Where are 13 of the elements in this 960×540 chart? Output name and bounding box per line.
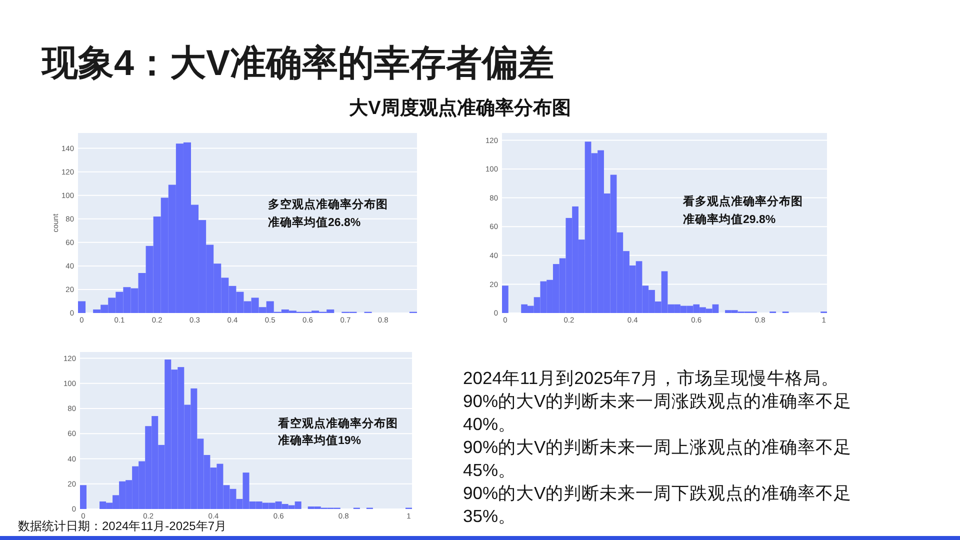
annotation: 准确率均值19% [278, 435, 362, 447]
annotation: 准确率均值26.8% [268, 217, 361, 229]
text: 90%的大V的判断未来一周下跌观点的准确率不足35%。 [463, 482, 853, 528]
text: 2024年11月到2025年7月，市场呈现慢牛格局。 [463, 367, 840, 390]
text: 90%的大V的判断未来一周上涨观点的准确率不足45%。 [463, 436, 853, 482]
text: 90%的大V的判断未来一周涨跌观点的准确率不足40%。 [463, 390, 853, 436]
title: 现象4：大V准确率的幸存者偏差 [42, 42, 554, 83]
annotation: 看多观点准确率分布图 [683, 196, 803, 208]
annotation: 数据统计日期：2024年11月-2025年7月 [18, 519, 227, 533]
annotation: 看空观点准确率分布图 [278, 418, 398, 430]
annotation: 准确率均值29.8% [683, 214, 776, 226]
subtitle: 大V周度观点准确率分布图 [349, 98, 571, 119]
annotation: 多空观点准确率分布图 [268, 199, 388, 211]
